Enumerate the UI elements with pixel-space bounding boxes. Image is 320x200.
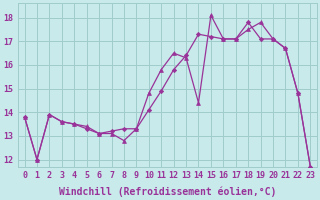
X-axis label: Windchill (Refroidissement éolien,°C): Windchill (Refroidissement éolien,°C) [59, 186, 276, 197]
